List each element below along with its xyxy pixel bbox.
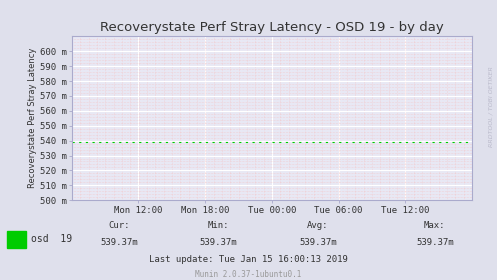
Text: RRDTOOL / TOBI OETIKER: RRDTOOL / TOBI OETIKER xyxy=(488,66,493,147)
Text: Max:: Max: xyxy=(424,221,446,230)
Text: Last update: Tue Jan 15 16:00:13 2019: Last update: Tue Jan 15 16:00:13 2019 xyxy=(149,255,348,264)
Text: Avg:: Avg: xyxy=(307,221,329,230)
Text: 539.37m: 539.37m xyxy=(416,238,454,247)
Y-axis label: Recoverystate Perf Stray Latency: Recoverystate Perf Stray Latency xyxy=(28,48,37,188)
Text: Cur:: Cur: xyxy=(108,221,130,230)
Text: 539.37m: 539.37m xyxy=(299,238,337,247)
Title: Recoverystate Perf Stray Latency - OSD 19 - by day: Recoverystate Perf Stray Latency - OSD 1… xyxy=(100,21,444,34)
Text: Munin 2.0.37-1ubuntu0.1: Munin 2.0.37-1ubuntu0.1 xyxy=(195,270,302,279)
Text: 539.37m: 539.37m xyxy=(200,238,238,247)
Text: 539.37m: 539.37m xyxy=(100,238,138,247)
Text: osd  19: osd 19 xyxy=(31,234,73,244)
Text: Min:: Min: xyxy=(208,221,230,230)
